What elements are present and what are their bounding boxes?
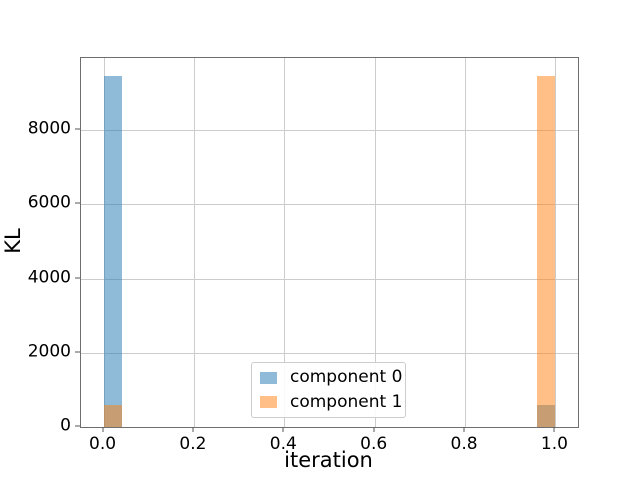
x-tick-mark	[373, 427, 375, 432]
gridline-horizontal	[81, 352, 578, 354]
legend-item-component-0: component 0	[260, 366, 405, 388]
gridline-vertical	[193, 58, 195, 427]
gridline-horizontal	[81, 130, 578, 132]
y-tick-mark	[75, 277, 80, 279]
y-tick-mark	[75, 351, 80, 353]
gridline-vertical	[284, 58, 286, 427]
x-tick-mark	[282, 427, 284, 432]
x-tick-mark	[102, 427, 104, 432]
y-tick-label: 8000	[27, 118, 71, 139]
y-tick-label: 2000	[27, 341, 71, 362]
x-tick-label: 0.6	[360, 434, 388, 454]
x-tick-mark	[553, 427, 555, 432]
y-tick-mark	[75, 425, 80, 427]
legend-swatch-component-1-icon	[260, 396, 277, 409]
legend: component 0 component 1	[251, 362, 406, 418]
x-axis-label: iteration	[284, 448, 373, 472]
x-tick-mark	[463, 427, 465, 432]
bar-component-1	[537, 76, 556, 427]
legend-item-component-1: component 1	[260, 391, 405, 413]
legend-label-component-0: component 0	[290, 366, 403, 387]
y-tick-label: 0	[60, 415, 71, 436]
y-axis-label: KL	[1, 228, 26, 254]
gridline-vertical	[465, 58, 467, 427]
y-tick-label: 6000	[27, 193, 71, 214]
gridline-horizontal	[81, 278, 578, 280]
y-tick-mark	[75, 202, 80, 204]
gridline-vertical	[555, 58, 557, 427]
x-tick-label: 0.4	[269, 434, 297, 454]
x-tick-label: 0.8	[450, 434, 478, 454]
legend-swatch-component-0-icon	[260, 371, 277, 384]
y-tick-label: 4000	[27, 267, 71, 288]
x-tick-label: 0.0	[89, 434, 117, 454]
x-tick-mark	[192, 427, 194, 432]
bar-component-0	[103, 76, 122, 427]
legend-label-component-1: component 1	[290, 391, 403, 412]
x-tick-label: 0.2	[179, 434, 207, 454]
gridline-horizontal	[81, 204, 578, 206]
bar-component-1	[103, 405, 122, 427]
y-tick-mark	[75, 128, 80, 130]
x-tick-label: 1.0	[540, 434, 568, 454]
gridline-vertical	[374, 58, 376, 427]
